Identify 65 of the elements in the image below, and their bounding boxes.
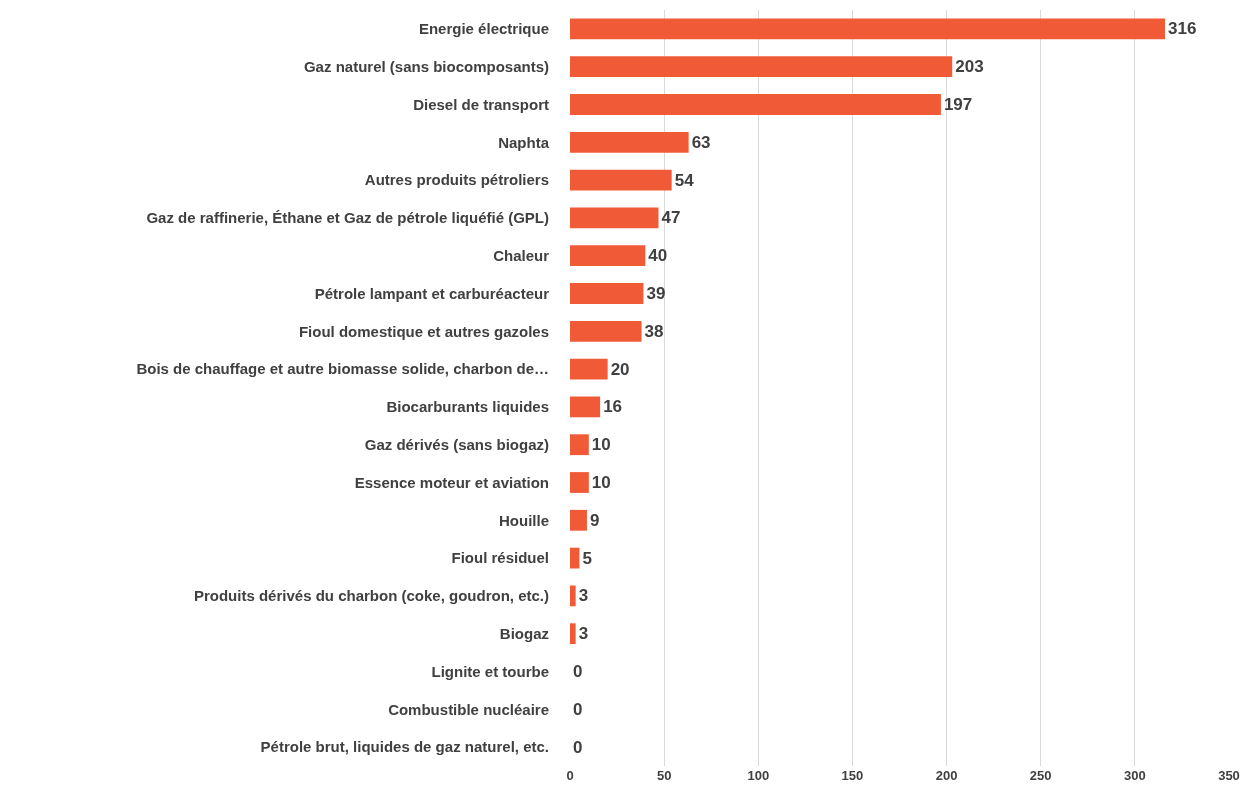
y-tick-label: Essence moteur et aviation [354,473,549,491]
y-tick-label: Pétrole brut, liquides de gaz naturel, etc. [260,738,549,756]
data-label: 10 [591,435,611,455]
data-label: 3 [578,624,589,644]
x-tick-label: 150 [841,768,864,783]
y-tick-label: Autres produits pétroliers [364,171,549,189]
y-tick-label: Combustible nucléaire [388,700,549,718]
y-tick-label: Produits dérivés du charbon (coke, goudron, etc.) [193,587,549,605]
data-label: 20 [610,359,630,379]
y-tick-label: Lignite et tourbe [431,662,549,680]
bar [570,585,576,607]
y-tick-label: Gaz de raffinerie, Éthane et Gaz de pétrole liquéfié (GPL) [146,209,549,227]
x-tick-label: 300 [1124,768,1146,783]
data-label: 47 [661,208,681,228]
bar [570,623,576,645]
y-tick-label: Biocarburants liquides [386,398,549,416]
bar [570,396,601,418]
x-tick-label: 250 [1029,768,1052,783]
data-label: 0 [573,699,583,719]
y-tick-label: Biogaz [499,624,549,642]
y-tick-label: Fioul domestique et autres gazoles [298,322,549,340]
data-label: 40 [648,246,668,266]
bar [570,358,608,380]
data-label: 54 [674,170,695,190]
data-label: 197 [943,95,973,114]
data-label: 39 [646,283,666,303]
data-label: 3 [578,586,589,606]
data-label: 316 [1167,19,1197,39]
bar [570,207,659,229]
data-label: 5 [582,548,592,568]
bar [570,509,587,531]
data-label: 10 [591,473,611,492]
bar [570,18,1165,40]
x-tick-label: 0 [566,768,574,783]
data-label: 0 [573,662,583,682]
bar [570,547,580,569]
x-tick-label: 350 [1218,768,1240,783]
bar [570,94,941,115]
x-tick-label: 100 [747,768,770,783]
bar [570,434,589,456]
bar [570,472,589,493]
bar [570,56,953,78]
y-tick-label: Pétrole lampant et carburéacteur [314,284,550,302]
y-tick-label: Energie électrique [418,20,549,38]
data-label: 203 [955,57,984,77]
y-tick-label: Houille [498,511,549,529]
y-tick-label: Gaz dérivés (sans biogaz) [364,435,549,453]
y-tick-label: Chaleur [493,246,550,264]
bar [570,131,689,153]
y-tick-label: Gaz naturel (sans biocomposants) [303,57,549,75]
data-label: 9 [589,510,600,530]
bar [570,320,642,342]
data-label: 0 [573,737,583,757]
y-tick-label: Diesel de transport [413,95,549,113]
x-tick-label: 200 [935,768,958,783]
data-label: 16 [603,397,623,417]
y-tick-label: Naphta [498,133,550,151]
bar [570,245,646,267]
data-label: 63 [691,132,711,152]
x-tick-label: 50 [656,768,672,783]
y-tick-label: Fioul résiduel [451,549,549,567]
y-tick-label: Bois de chauffage et autre biomasse solide, charbon de… [136,360,549,378]
bar [570,283,644,304]
data-label: 38 [644,321,664,341]
bar [570,169,672,191]
